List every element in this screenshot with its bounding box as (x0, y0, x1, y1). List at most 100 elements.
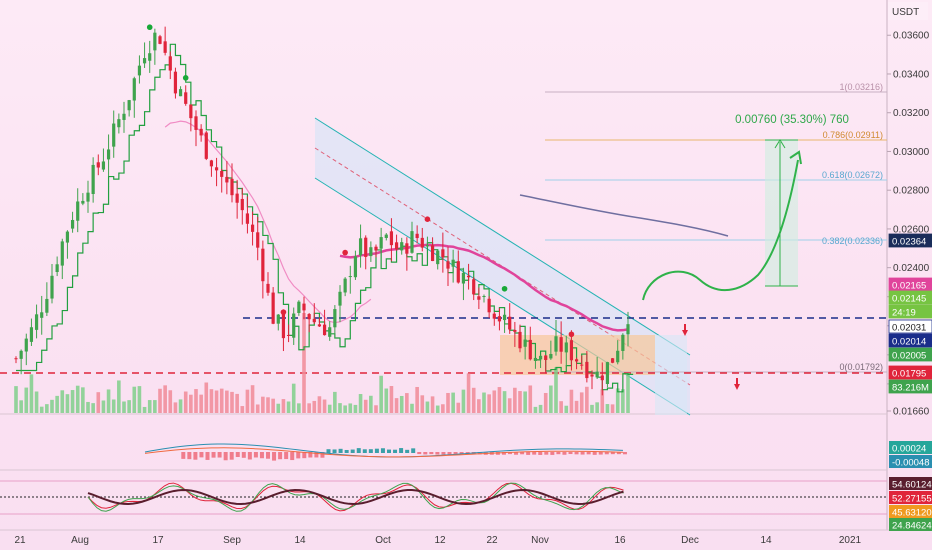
candle-body (50, 275, 54, 299)
signal-dot (146, 24, 153, 31)
price-tag (888, 365, 932, 380)
stochastic-tag-label: 52.27155 (892, 494, 932, 505)
candle-body (70, 219, 75, 229)
candle-body (122, 113, 126, 120)
time-tick-label: Dec (681, 535, 699, 546)
candle-body (101, 161, 106, 170)
currency-box (888, 2, 928, 20)
volume-bar (255, 404, 260, 413)
macd-histogram-bar (622, 452, 627, 455)
volume-bar (507, 398, 512, 413)
macd-histogram-bar (368, 449, 373, 453)
macd-histogram-bar (495, 452, 500, 455)
currency-label: USDT (892, 7, 919, 18)
macd-histogram-bar (387, 449, 391, 453)
macd-histogram-bar (441, 452, 446, 455)
candle-body (322, 324, 327, 336)
price-tag-label: 0.02014 (892, 337, 926, 348)
volume-bar (621, 389, 625, 413)
macd-histogram-bar (616, 452, 621, 455)
candle-body (477, 296, 481, 300)
candle-body (333, 309, 337, 328)
volume-bar (312, 400, 317, 413)
candle-body (240, 198, 244, 211)
candle-body (497, 316, 502, 322)
macd-histogram-bar (199, 452, 204, 458)
volume-bar (240, 406, 245, 413)
macd-histogram-bar (568, 452, 573, 455)
price-tag-label: 24:19 (892, 308, 916, 319)
candle-body (538, 355, 543, 360)
price-tag (888, 333, 932, 348)
candle-body (106, 149, 111, 160)
volume-bar (14, 386, 18, 413)
macd-histogram-bar (580, 452, 585, 455)
macd-histogram-bar (181, 452, 186, 459)
price-tag (888, 290, 932, 305)
stochastic-tag (889, 505, 932, 518)
macd-histogram-bar (350, 449, 355, 453)
price-tags: 0.02364 0.02165 0.02145 24:19 0.02031 0.02014… (888, 233, 932, 394)
stochastic-tag (889, 477, 932, 490)
macd-histogram-bar (296, 452, 301, 459)
macd-histogram-bar (308, 452, 313, 458)
volume-bar (173, 402, 178, 413)
volume-bar (564, 405, 569, 413)
volume-bar (230, 391, 234, 413)
macd-histogram-bar (514, 452, 519, 455)
candle-body (184, 92, 188, 104)
candle-body (112, 123, 116, 147)
volume-bar (348, 403, 353, 413)
time-tick-label: 16 (614, 535, 626, 546)
macd-histogram-bar (241, 452, 246, 458)
candle-body (358, 238, 363, 256)
volume-bar (543, 392, 548, 413)
candle-body (158, 36, 162, 44)
price-tag (888, 233, 932, 248)
time-tick-label: Oct (375, 535, 391, 546)
volume-bar (291, 383, 296, 413)
volume-bar (81, 387, 85, 413)
macd-histogram-bar (544, 452, 549, 455)
candle-body (410, 231, 414, 253)
volume-bar (199, 394, 203, 413)
price-tick-label: 0.03200 (893, 108, 930, 119)
candle-body (590, 374, 594, 377)
candle-body (117, 119, 121, 128)
stoch-smooth-line (87, 489, 624, 506)
ema-line (339, 243, 629, 332)
candle-body (405, 243, 409, 254)
macd-signal-line (144, 447, 623, 458)
time-tick-label: 17 (152, 535, 164, 546)
macd-histogram-bar (423, 452, 428, 455)
macd-histogram-bar (526, 452, 531, 455)
time-axis: 21 Aug 17 Sep 14 Oct 12 22 Nov 16 Dec 14 2021 (14, 535, 861, 546)
volume-bar (117, 380, 121, 413)
volume-bar (384, 388, 389, 413)
candle-body (96, 162, 100, 168)
macd-histogram-bar (223, 452, 228, 461)
macd-tag (889, 441, 932, 454)
volume-bar (338, 403, 342, 413)
candle-body (564, 342, 568, 353)
candle-body (492, 313, 496, 319)
volume-bar (91, 403, 95, 413)
price-tick-label: 0.03000 (893, 147, 930, 158)
volume-bar (317, 396, 322, 413)
price-tag-label: 83.216M (892, 383, 929, 394)
volume-bars (14, 313, 630, 413)
candle-body (415, 233, 419, 239)
volume-bar (209, 389, 214, 413)
macd-histogram-bar (592, 452, 597, 455)
candle-body (29, 327, 34, 342)
candle-body (266, 283, 270, 293)
candle-body (250, 224, 255, 232)
macd-histogram-bar (550, 452, 555, 455)
macd-histogram-bar (453, 452, 458, 455)
candle-body (456, 261, 460, 283)
candle-body (199, 128, 203, 136)
candle-body (348, 276, 352, 278)
stochastic-tag-label: 54.60124 (892, 480, 932, 491)
volume-bar (271, 398, 275, 413)
